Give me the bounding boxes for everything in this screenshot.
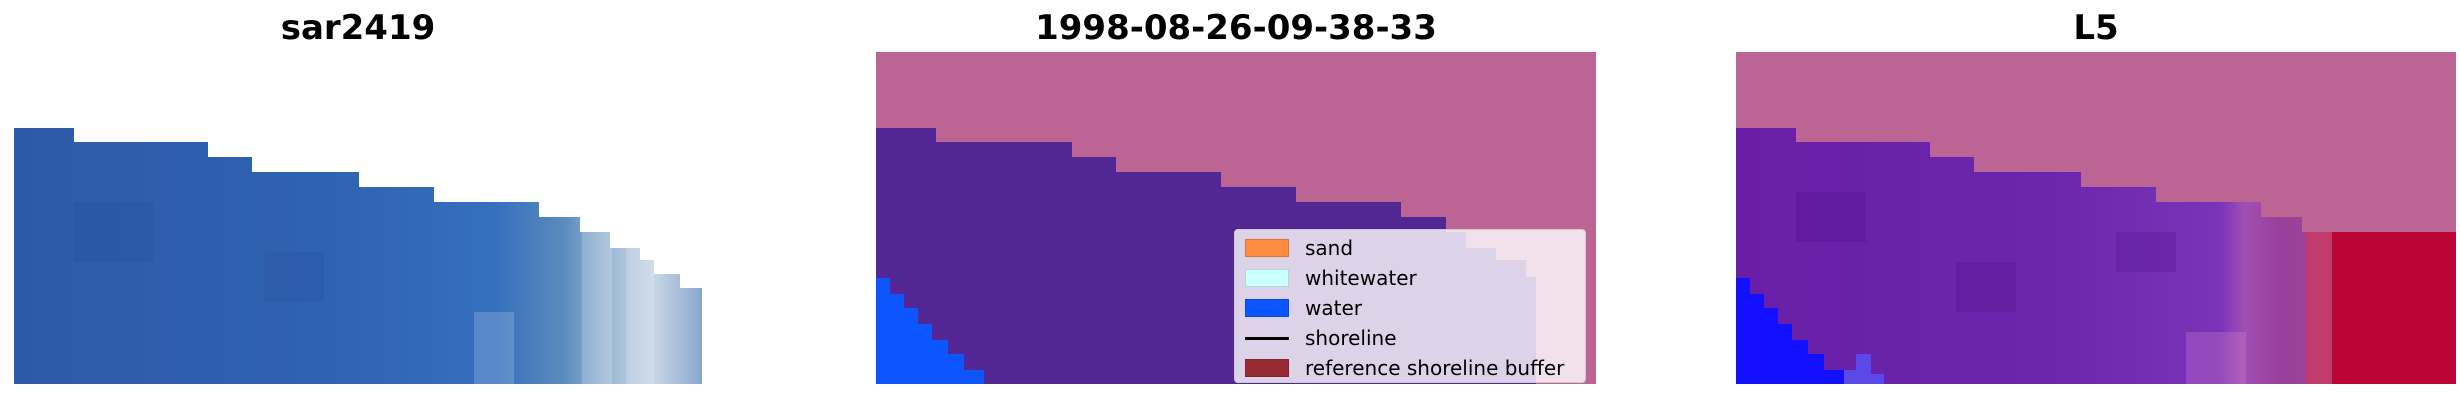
legend-item-reference-buffer: reference shoreline buffer bbox=[1245, 354, 1564, 382]
legend-item-shoreline: shoreline bbox=[1245, 324, 1397, 352]
index-blue-edge bbox=[1844, 354, 1884, 384]
panel-title-classification: 1998-08-26-09-38-33 bbox=[1035, 8, 1437, 48]
legend-label-shoreline: shoreline bbox=[1305, 326, 1397, 350]
legend-swatch-water bbox=[1245, 299, 1289, 317]
rgb-image-area bbox=[14, 128, 702, 384]
class-water-corner bbox=[876, 278, 984, 384]
legend-label-whitewater: whitewater bbox=[1305, 266, 1417, 290]
legend-item-whitewater: whitewater bbox=[1245, 264, 1417, 292]
legend-label-water: water bbox=[1305, 296, 1362, 320]
legend-label-reference-buffer: reference shoreline buffer bbox=[1305, 356, 1565, 380]
panel-title-index: L5 bbox=[2073, 8, 2119, 48]
legend-label-sand: sand bbox=[1305, 236, 1354, 260]
panel-title-rgb: sar2419 bbox=[280, 8, 436, 48]
legend-item-sand: sand bbox=[1245, 234, 1353, 262]
legend: sand whitewater water shoreline referenc… bbox=[1234, 229, 1586, 383]
index-blue-corner bbox=[1736, 278, 1844, 384]
legend-swatch-sand bbox=[1245, 239, 1289, 257]
legend-item-water: water bbox=[1245, 294, 1362, 322]
index-red-edge bbox=[2306, 232, 2332, 384]
index-pixel-texture bbox=[1796, 192, 2246, 384]
legend-swatch-reference-buffer bbox=[1245, 359, 1289, 377]
rgb-pixel-texture bbox=[74, 202, 654, 384]
rgb-image-panel bbox=[14, 128, 702, 384]
index-panel bbox=[1736, 52, 2456, 384]
legend-line-shoreline bbox=[1245, 336, 1289, 340]
index-violet-region bbox=[1736, 128, 2356, 384]
legend-swatch-whitewater bbox=[1245, 269, 1289, 287]
